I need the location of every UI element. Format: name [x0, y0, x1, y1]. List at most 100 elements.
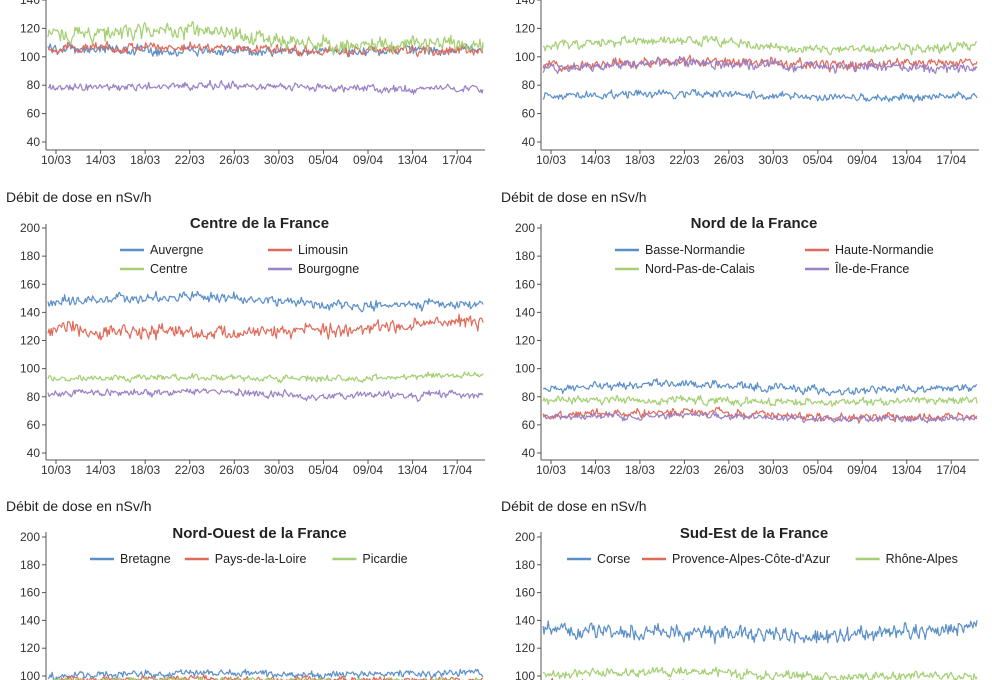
legend-label: Corse — [597, 552, 630, 566]
y-tick-label: 100 — [515, 50, 535, 64]
series-line — [542, 620, 978, 645]
x-tick-label: 17/04 — [442, 153, 472, 167]
chart-title: Nord-Ouest de la France — [172, 525, 346, 542]
legend-label: Bretagne — [120, 552, 171, 566]
chart-panel: Débit de dose en nSv/h Nord-Ouest de la F… — [6, 498, 484, 680]
chart-title: Centre de la France — [190, 215, 329, 232]
chart-panel: Débit de dose en nSv/h Centre de la Franc… — [6, 189, 485, 477]
chart-title: Sud-Est de la France — [680, 525, 828, 542]
series-line — [47, 313, 484, 341]
y-tick-label: 140 — [515, 613, 535, 627]
x-tick-label: 05/04 — [803, 463, 833, 477]
y-tick-label: 100 — [515, 362, 535, 376]
y-axis-label: Débit de dose en nSv/h — [501, 498, 647, 514]
x-tick-label: 18/03 — [130, 153, 160, 167]
y-tick-label: 100 — [20, 362, 40, 376]
x-tick-label: 09/04 — [353, 153, 383, 167]
y-tick-label: 140 — [20, 0, 40, 7]
series-line — [542, 54, 978, 73]
x-tick-label: 13/04 — [892, 463, 922, 477]
x-tick-label: 13/04 — [398, 153, 428, 167]
y-tick-label: 80 — [27, 390, 41, 404]
x-tick-label: 30/03 — [758, 463, 788, 477]
x-tick-label: 26/03 — [714, 153, 744, 167]
chart-panel: Débit de dose en nSv/h Nord de la France 4… — [501, 189, 979, 477]
series-line — [542, 666, 978, 680]
x-tick-label: 18/03 — [625, 153, 655, 167]
y-tick-label: 100 — [515, 669, 535, 680]
legend-label: Île-de-France — [834, 261, 909, 276]
series-line — [542, 394, 978, 408]
x-tick-label: 10/03 — [536, 153, 566, 167]
y-tick-label: 120 — [515, 641, 535, 655]
series-line — [47, 21, 484, 56]
y-tick-label: 120 — [20, 334, 40, 348]
y-tick-label: 180 — [515, 249, 535, 263]
series-line — [47, 388, 484, 402]
series-line — [542, 406, 978, 424]
y-tick-label: 160 — [20, 586, 40, 600]
x-tick-label: 30/03 — [264, 153, 294, 167]
legend-label: Centre — [150, 262, 188, 276]
series-line — [48, 79, 484, 95]
x-tick-label: 09/04 — [353, 463, 383, 477]
legend-label: Basse-Normandie — [645, 243, 745, 257]
chart-panel: Débit de dose en nSv/h Sud-Est de la Fran… — [501, 498, 978, 680]
x-tick-label: 26/03 — [219, 463, 249, 477]
x-tick-label: 10/03 — [536, 463, 566, 477]
x-tick-label: 09/04 — [847, 153, 877, 167]
y-tick-label: 60 — [522, 107, 536, 121]
y-tick-label: 120 — [20, 641, 40, 655]
y-tick-label: 120 — [515, 334, 535, 348]
series-line — [47, 290, 484, 313]
legend-label: Rhône-Alpes — [886, 552, 958, 566]
y-tick-label: 100 — [20, 50, 40, 64]
y-tick-label: 40 — [27, 446, 41, 460]
y-tick-label: 160 — [20, 277, 40, 291]
x-tick-label: 14/03 — [580, 463, 610, 477]
y-tick-label: 40 — [522, 446, 536, 460]
y-tick-label: 60 — [522, 418, 536, 432]
x-tick-label: 17/04 — [936, 153, 966, 167]
y-tick-label: 60 — [27, 107, 41, 121]
x-tick-label: 30/03 — [758, 153, 788, 167]
y-tick-label: 200 — [515, 530, 535, 544]
chart-panel: 40 60 80 100 120 140 10/03 14/03 18/03 22/03 26/03… — [20, 0, 485, 167]
x-tick-label: 26/03 — [714, 463, 744, 477]
y-tick-label: 180 — [20, 249, 40, 263]
y-tick-label: 160 — [515, 277, 535, 291]
x-tick-label: 05/04 — [308, 153, 338, 167]
y-tick-label: 140 — [515, 0, 535, 7]
x-tick-label: 18/03 — [130, 463, 160, 477]
x-tick-label: 14/03 — [86, 153, 116, 167]
x-tick-label: 05/04 — [803, 153, 833, 167]
y-tick-label: 160 — [515, 586, 535, 600]
chart-panel: 40 60 80 100 120 140 10/03 14/03 18/03 22/03 26/03… — [515, 0, 979, 167]
legend-label: Pays-de-la-Loire — [215, 552, 307, 566]
series-line — [542, 55, 978, 75]
series-line — [47, 668, 484, 680]
x-tick-label: 22/03 — [175, 463, 205, 477]
x-tick-label: 22/03 — [669, 153, 699, 167]
series-line — [47, 41, 484, 58]
series-line — [542, 378, 978, 396]
y-axis-label: Débit de dose en nSv/h — [6, 498, 152, 514]
x-tick-label: 13/04 — [398, 463, 428, 477]
x-tick-label: 17/04 — [442, 463, 472, 477]
series-line — [543, 411, 978, 424]
x-tick-label: 22/03 — [669, 463, 699, 477]
y-tick-label: 140 — [20, 305, 40, 319]
y-tick-label: 40 — [522, 135, 536, 149]
x-tick-label: 13/04 — [892, 153, 922, 167]
x-tick-label: 05/04 — [308, 463, 338, 477]
y-tick-label: 200 — [20, 530, 40, 544]
x-tick-label: 10/03 — [41, 463, 71, 477]
y-tick-label: 200 — [515, 221, 535, 235]
y-tick-label: 180 — [515, 558, 535, 572]
series-line — [47, 40, 484, 58]
legend-label: Limousin — [298, 243, 348, 257]
y-axis-label: Débit de dose en nSv/h — [6, 189, 152, 205]
y-tick-label: 200 — [20, 221, 40, 235]
y-tick-label: 80 — [522, 390, 536, 404]
